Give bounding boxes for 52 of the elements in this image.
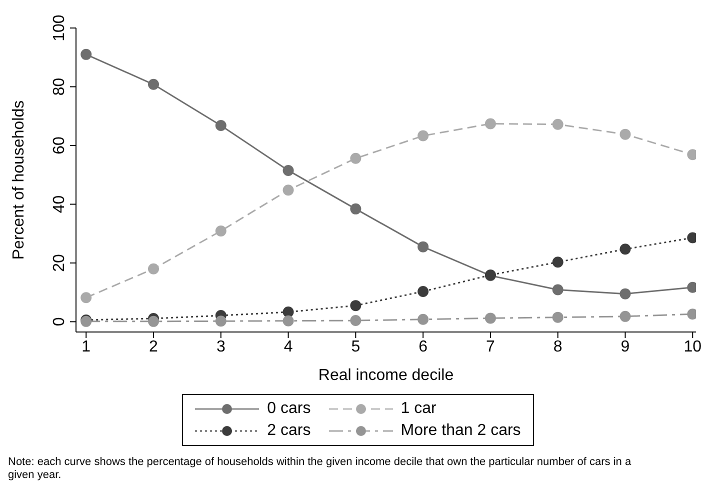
point <box>282 184 294 196</box>
y-tick-label: 80 <box>51 78 68 96</box>
point <box>418 241 429 252</box>
point <box>484 312 496 324</box>
y-tick-label: 0 <box>51 317 68 326</box>
point <box>148 78 159 90</box>
y-tick-label: 60 <box>51 136 68 154</box>
point <box>215 316 226 327</box>
point <box>215 120 226 132</box>
legend-label: 2 cars <box>267 422 311 440</box>
x-tick-label: 6 <box>418 338 428 356</box>
point <box>350 203 362 214</box>
point <box>148 316 159 327</box>
y-tick-label: 40 <box>51 195 68 214</box>
point <box>80 48 92 60</box>
x-tick-label: 4 <box>284 338 293 356</box>
x-tick-label: 8 <box>553 338 562 356</box>
point <box>620 288 631 300</box>
point <box>215 225 226 236</box>
point <box>620 128 631 140</box>
x-axis-title: Real income decile <box>318 367 454 384</box>
point <box>350 152 362 164</box>
point <box>418 130 429 142</box>
point <box>282 315 294 326</box>
point <box>552 256 564 268</box>
point <box>418 286 429 297</box>
point <box>350 315 362 326</box>
point <box>620 244 631 255</box>
point <box>418 314 429 325</box>
x-tick-label: 7 <box>486 338 496 356</box>
legend-label: 1 car <box>400 400 436 418</box>
point <box>552 312 564 323</box>
x-tick-label: 10 <box>684 338 702 356</box>
x-tick-label: 5 <box>351 338 360 356</box>
x-tick-label: 9 <box>620 338 630 356</box>
point <box>484 118 496 130</box>
legend-label: More than 2 cars <box>400 422 521 440</box>
point <box>552 284 564 296</box>
point <box>350 300 362 312</box>
y-axis-title: Percent of households <box>10 100 28 260</box>
point <box>80 292 92 304</box>
y-tick-label: 100 <box>51 14 68 42</box>
legend-label: 0 cars <box>267 400 311 418</box>
y-tick-label: 20 <box>51 254 68 272</box>
point <box>620 310 631 322</box>
point <box>282 164 294 176</box>
x-tick-label: 1 <box>82 338 91 356</box>
point <box>148 263 159 274</box>
text: Note: each curve shows the percentage of households within the given income decile that own the particular number of cars in a given year. <box>8 456 632 482</box>
x-tick-label: 2 <box>149 338 158 356</box>
x-tick-label: 3 <box>216 338 226 356</box>
point <box>552 118 564 130</box>
